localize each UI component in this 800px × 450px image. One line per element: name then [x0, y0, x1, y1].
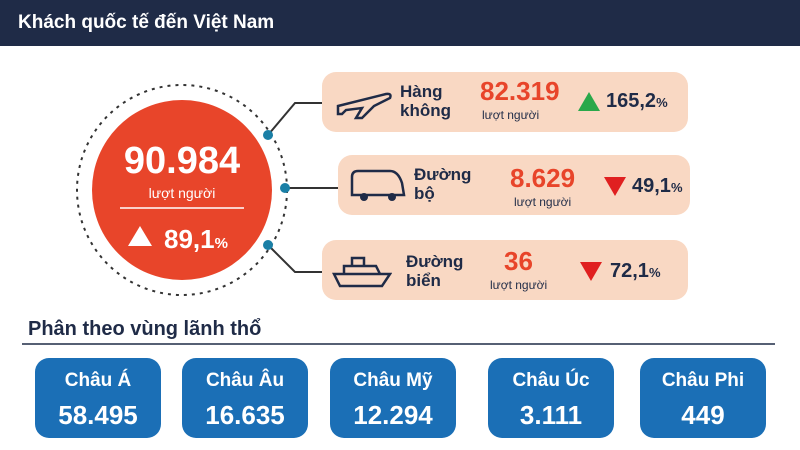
region-value: 16.635 — [205, 400, 285, 430]
mode-unit: lượt người — [490, 278, 548, 292]
mode-change: 72,1% — [610, 260, 661, 283]
header-title: Khách quốc tế đến Việt Nam — [18, 12, 275, 33]
region-value: 449 — [681, 400, 725, 430]
up-arrow — [578, 92, 600, 111]
total-unit: lượt người — [148, 185, 216, 201]
change-value: 72,1 — [610, 260, 649, 282]
dot — [263, 130, 273, 140]
mode-label: Đường biển — [406, 252, 464, 290]
mode-unit: lượt người — [514, 195, 572, 209]
connector — [267, 244, 322, 273]
down-arrow — [604, 177, 626, 196]
connector — [267, 102, 322, 136]
up-arrow — [128, 226, 152, 246]
mode-value: 8.629 — [510, 163, 576, 193]
mode-label: Đường bộ — [414, 165, 472, 203]
percent: % — [656, 95, 668, 110]
mode-card: Đường bộ 8.629 lượt người 49,1% — [338, 155, 690, 215]
region-card: Châu Âu 16.635 — [182, 358, 308, 438]
change-value: 89,1 — [164, 224, 215, 254]
region-card: Châu Á 58.495 — [35, 358, 161, 438]
plane-icon — [336, 92, 392, 120]
total-value: 90.984 — [123, 140, 241, 182]
total-block: 90.984 lượt người — [92, 140, 272, 201]
region-card: Châu Mỹ 12.294 — [330, 358, 456, 438]
mode-value: 82.319 — [480, 76, 560, 106]
ship-icon — [332, 256, 392, 288]
header-bar: Khách quốc tế đến Việt Nam — [0, 0, 800, 46]
region-name: Châu Úc — [512, 370, 590, 391]
mode-card: Đường biển 36 lượt người 72,1% — [322, 240, 688, 300]
mode-card: Hàng không 82.319 lượt người 165,2% — [322, 72, 688, 132]
region-card: Châu Phi 449 — [640, 358, 766, 438]
region-card: Châu Úc 3.111 — [488, 358, 614, 438]
van-icon — [350, 169, 406, 201]
mode-change: 165,2% — [606, 90, 668, 113]
change-value: 49,1 — [632, 175, 671, 197]
region-value: 12.294 — [353, 400, 433, 430]
down-arrow — [580, 262, 602, 281]
percent: % — [214, 235, 228, 252]
change-value: 165,2 — [606, 90, 657, 112]
dot — [263, 240, 273, 250]
mode-unit: lượt người — [482, 108, 540, 122]
mode-change: 49,1% — [632, 175, 683, 198]
region-value: 58.495 — [58, 400, 138, 430]
region-name: Châu Âu — [205, 370, 285, 391]
region-value: 3.111 — [519, 400, 583, 430]
region-name: Châu Á — [64, 370, 132, 391]
region-name: Châu Mỹ — [353, 370, 433, 391]
mode-value: 36 — [504, 246, 533, 276]
mode-label: Hàng không — [400, 82, 451, 120]
percent: % — [670, 180, 683, 195]
region-name: Châu Phi — [661, 370, 745, 391]
dot — [280, 183, 290, 193]
total-change: 89,1% — [164, 224, 228, 255]
section-title: Phân theo vùng lãnh thổ — [28, 318, 262, 340]
percent: % — [648, 265, 661, 280]
